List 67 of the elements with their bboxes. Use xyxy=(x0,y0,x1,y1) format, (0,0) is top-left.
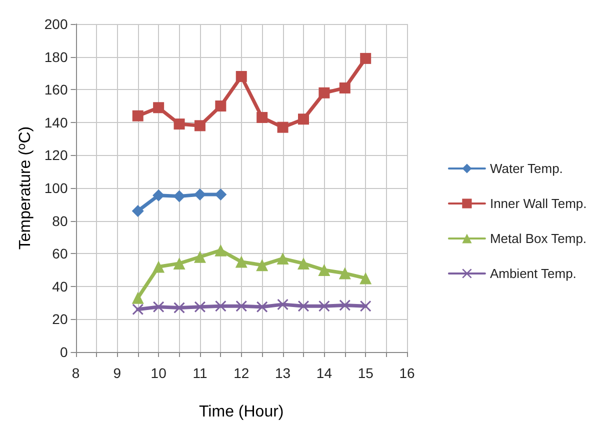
legend-label: Metal Box Temp. xyxy=(490,231,587,246)
x-axis-title: Time (Hour) xyxy=(199,404,284,420)
point xyxy=(132,110,144,122)
x-tick-label: 14 xyxy=(316,365,332,381)
point xyxy=(298,300,309,312)
point xyxy=(318,87,330,98)
point xyxy=(214,244,227,256)
point xyxy=(173,190,186,202)
point xyxy=(338,267,351,280)
point xyxy=(132,292,144,304)
point xyxy=(194,188,206,201)
y-tick-label: 120 xyxy=(44,147,68,164)
point xyxy=(194,250,206,263)
legend-label: Water Temp. xyxy=(490,161,563,176)
x-tick-label: 8 xyxy=(72,365,80,381)
point xyxy=(339,82,350,94)
x-tick-label: 15 xyxy=(358,365,374,381)
point xyxy=(152,189,165,202)
point xyxy=(153,301,164,312)
point xyxy=(215,100,226,112)
x-tick-label: 9 xyxy=(113,365,122,381)
point xyxy=(318,300,330,312)
point xyxy=(215,300,226,312)
legend-label: Ambient Temp. xyxy=(490,266,576,281)
point xyxy=(277,298,288,310)
point xyxy=(152,260,165,273)
y-tick-label: 100 xyxy=(44,180,68,196)
point xyxy=(360,52,372,64)
x-tick-label: 13 xyxy=(274,365,291,381)
point xyxy=(173,257,186,270)
y-tick-label: 20 xyxy=(52,311,68,328)
point xyxy=(298,114,309,125)
legend-label: Inner Wall Temp. xyxy=(490,196,587,211)
point xyxy=(214,188,227,201)
point xyxy=(132,304,144,315)
point xyxy=(339,300,350,311)
point xyxy=(360,300,372,312)
y-tick-label: 200 xyxy=(44,16,68,32)
y-tick-label: 140 xyxy=(44,114,68,130)
point xyxy=(174,118,185,130)
point xyxy=(236,70,247,82)
point xyxy=(256,259,268,272)
point xyxy=(153,102,164,114)
point xyxy=(360,272,372,284)
y-tick-label: 80 xyxy=(52,212,68,229)
y-tick-label: 180 xyxy=(44,48,68,65)
point xyxy=(256,112,268,123)
x-tick-label: 16 xyxy=(399,365,415,381)
point xyxy=(194,301,206,312)
point xyxy=(174,302,185,314)
y-tick-label: 60 xyxy=(52,246,68,262)
y-tick-label: 160 xyxy=(44,82,68,98)
point xyxy=(277,122,288,133)
point xyxy=(297,257,310,270)
point xyxy=(194,120,206,132)
y-tick-label: 0 xyxy=(60,344,68,360)
point xyxy=(236,300,247,312)
y-tick-label: 40 xyxy=(52,278,68,294)
x-tick-label: 11 xyxy=(192,365,208,381)
x-tick-label: 12 xyxy=(234,365,250,381)
y-axis-title: Temperature (oC) xyxy=(15,126,34,250)
point xyxy=(235,256,248,268)
x-tick-label: 10 xyxy=(150,365,167,381)
point xyxy=(276,252,289,265)
point xyxy=(132,204,144,217)
point xyxy=(256,301,268,312)
point xyxy=(318,264,330,276)
